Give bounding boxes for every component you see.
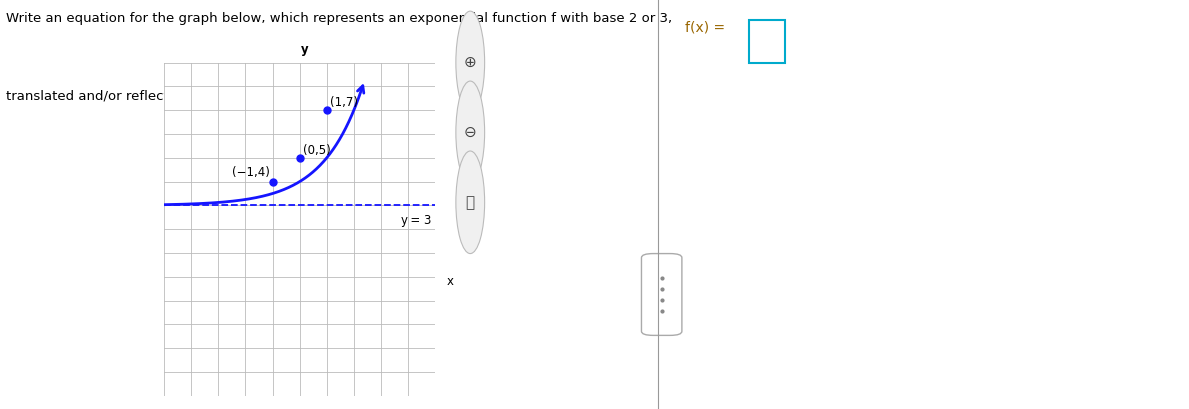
Circle shape bbox=[455, 11, 485, 114]
Text: f(x) =: f(x) = bbox=[685, 20, 725, 34]
Text: ⊕: ⊕ bbox=[464, 55, 477, 70]
Text: ⊖: ⊖ bbox=[464, 125, 477, 140]
Text: (1,7): (1,7) bbox=[331, 96, 358, 109]
FancyBboxPatch shape bbox=[642, 254, 682, 335]
Text: (−1,4): (−1,4) bbox=[232, 166, 270, 179]
Text: translated and/or reflected.: translated and/or reflected. bbox=[6, 90, 189, 103]
Text: y: y bbox=[301, 43, 308, 56]
Text: y = 3: y = 3 bbox=[401, 214, 432, 227]
Circle shape bbox=[455, 81, 485, 184]
Bar bbox=[749, 20, 785, 63]
Text: ⧉: ⧉ bbox=[466, 195, 474, 210]
Text: (0,5): (0,5) bbox=[303, 144, 331, 157]
Circle shape bbox=[455, 151, 485, 254]
Text: Write an equation for the graph below, which represents an exponential function : Write an equation for the graph below, w… bbox=[6, 12, 672, 25]
Text: x: x bbox=[447, 275, 453, 288]
